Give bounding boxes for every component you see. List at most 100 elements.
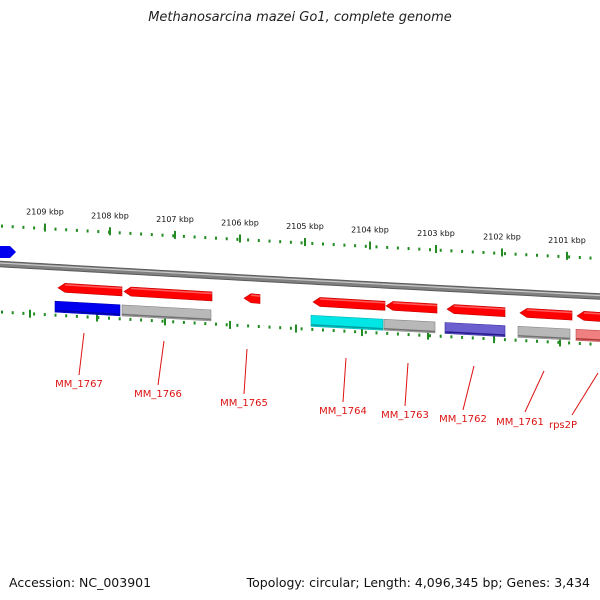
lower-track-dot [450,335,453,339]
gene-MM_1761[interactable]: MM_1761 [496,308,573,428]
gene-label-leader [342,357,347,403]
gene-arrow[interactable] [312,297,386,311]
protein-block-shadow [310,324,384,330]
upper-track-dot [161,233,164,237]
ruler-label: 2101 kbp [548,236,586,245]
upper-track-dot [172,234,175,238]
gene-arrow-highlight [526,309,573,314]
gene-MM_1767[interactable]: MM_1767 [54,283,123,390]
gene-arrow-highlight [453,305,506,310]
ruler-label: 2108 kbp [91,211,129,220]
upper-track-dot [354,244,357,248]
upper-track-dot [279,240,282,244]
major-tick-lower [427,331,429,340]
ruler-ticks-lower [1,309,592,347]
gene-features[interactable]: MM_1767 MM_1766 MM_1765 MM_1764 MM_1763 MM_17… [0,246,600,431]
upper-track-dot [482,251,485,255]
lower-track-dot [343,329,346,333]
ruler-label: 2109 kbp [26,208,64,217]
backbone-highlight [0,262,600,297]
upper-track-dot [247,238,250,242]
gene-arrow-highlight [319,298,386,304]
major-tick [109,227,111,236]
upper-track-dot [546,254,549,258]
lower-track-dot [172,320,175,324]
gene-MM_1766[interactable]: MM_1766 [121,286,213,400]
major-tick-lower [229,320,231,329]
lower-track-dot [65,314,68,318]
gene-label-leader [78,332,85,376]
lower-track-dot [97,316,100,320]
lower-track-dot [129,317,132,321]
upper-track-dot [568,255,571,259]
upper-track-dot [525,253,528,257]
lower-track-dot [429,334,431,338]
upper-track-dot [140,232,143,236]
lower-track-dot [215,322,217,326]
lower-track-dot [140,318,143,322]
lower-track-dot [503,338,506,342]
major-tick [566,251,568,260]
upper-track-dot [578,255,581,259]
lower-track-dot [268,325,271,329]
gene-label[interactable]: MM_1761 [496,417,544,428]
lower-track-dot [236,323,239,327]
lower-track-dot [311,327,314,331]
gene-label-leader [157,340,165,386]
upper-track-dot [193,235,196,239]
gene-rps2P[interactable]: rps2P [549,311,600,431]
protein-block-shadow [121,313,212,321]
upper-track-dot [450,249,453,253]
lower-track-dot [482,337,485,341]
lower-track-dot [461,335,464,339]
protein-block-shadow [444,331,506,336]
upper-track-dot [22,225,25,229]
gene-label[interactable]: rps2P [549,420,577,431]
gene-MM_1764[interactable]: MM_1764 [310,297,386,417]
upper-track-dot [536,253,538,257]
gene-label-leader [404,362,409,407]
lower-track-dot [364,330,367,334]
upper-track-dot [236,237,239,241]
ruler-label: 2102 kbp [483,232,521,241]
upper-track-dot [364,244,367,248]
upper-track-dot [471,250,474,254]
protein-block-shadow [383,328,436,333]
upper-track-dot [129,231,132,235]
major-tick [369,241,371,250]
upper-track-dot [503,252,506,256]
lower-track-dot [225,323,228,327]
ruler-label: 2103 kbp [417,229,455,238]
gene-label[interactable]: MM_1766 [134,389,182,400]
major-tick [304,238,306,247]
partial-left-gene[interactable] [0,246,16,258]
gene-label[interactable]: MM_1767 [55,379,103,390]
gene-MM_1762[interactable]: MM_1762 [439,304,506,425]
upper-track-dot [461,249,464,253]
gene-label[interactable]: MM_1762 [439,414,487,425]
upper-track-dot [332,243,335,247]
upper-track-dot [493,251,496,255]
gene-MM_1763[interactable]: MM_1763 [381,301,438,421]
gene-label[interactable]: MM_1763 [381,410,429,421]
gene-MM_1765[interactable]: MM_1765 [220,293,268,409]
gene-label-leader [462,365,475,411]
gene-label[interactable]: MM_1764 [319,406,367,417]
protein-block[interactable] [121,304,212,322]
genome-backbone [0,260,600,300]
gene-label-leader [524,370,545,413]
upper-track-dot [311,241,314,245]
gene-label[interactable]: MM_1765 [220,398,268,409]
lower-track-dot [514,338,517,342]
gene-arrow[interactable] [123,286,213,302]
upper-track-dot [322,242,324,246]
gene-arrow-highlight [392,302,438,307]
gene-arrow-highlight [130,287,213,295]
lower-track-dot [75,314,78,318]
upper-track-dot [65,228,68,232]
gene-arrow[interactable] [57,283,123,297]
upper-track-dot [75,228,78,232]
lower-track-dot [471,336,474,340]
accession-label: Accession: NC_003901 [9,575,152,590]
